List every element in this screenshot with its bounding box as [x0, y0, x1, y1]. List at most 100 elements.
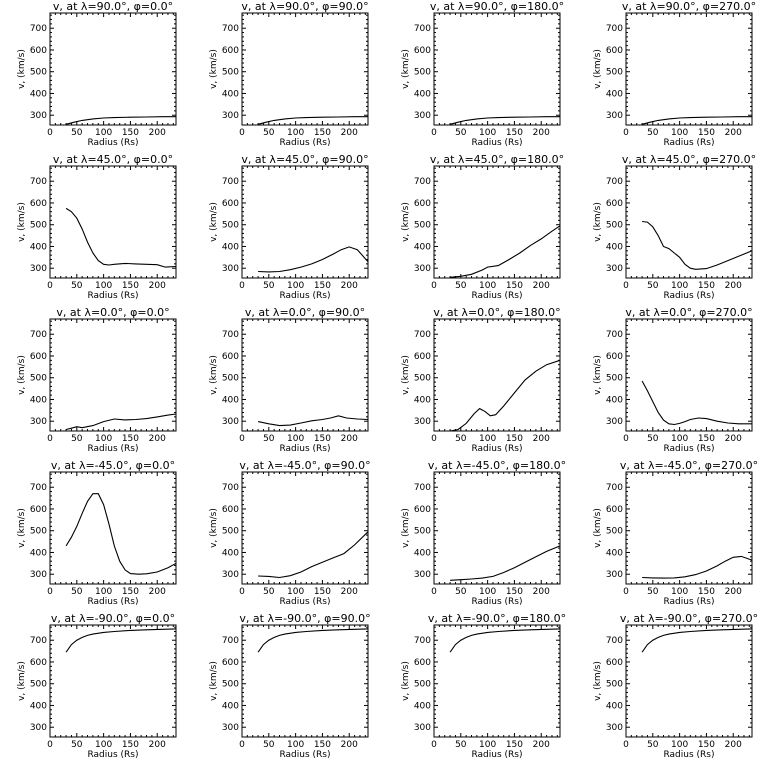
x-tick-label: 0 — [239, 434, 245, 444]
x-tick-label: 50 — [647, 128, 659, 138]
y-axis-label: v, (km/s) — [17, 49, 27, 89]
series-line-0 — [642, 555, 753, 579]
x-tick-label: 200 — [533, 281, 550, 291]
panel-19: v, at λ=-90.0°, φ=270.0° 0 50 100 150 200 300 4… — [593, 612, 758, 760]
x-axis-label: Radius (Rs) — [663, 291, 714, 301]
x-tick-label: 50 — [455, 740, 467, 750]
plot-frame — [625, 318, 753, 432]
x-tick-label: 150 — [314, 740, 331, 750]
y-axis-label: v, (km/s) — [593, 355, 603, 395]
x-tick-label: 200 — [149, 281, 166, 291]
y-tick-label: 600 — [414, 505, 431, 515]
x-tick-label: 0 — [47, 128, 53, 138]
x-axis-label: Radius (Rs) — [279, 444, 330, 454]
series-line-0 — [641, 116, 752, 125]
x-tick-label: 0 — [239, 740, 245, 750]
x-tick-label: 50 — [455, 128, 467, 138]
x-tick-label: 100 — [287, 587, 304, 597]
x-tick-label: 200 — [725, 740, 742, 750]
x-tick-label: 0 — [623, 740, 629, 750]
panel-title: v, at λ=45.0°, φ=90.0° — [241, 153, 368, 166]
y-tick-label: 400 — [414, 701, 431, 711]
y-tick-label: 300 — [222, 264, 239, 274]
x-tick-label: 200 — [149, 587, 166, 597]
y-tick-label: 600 — [30, 46, 47, 56]
x-tick-label: 0 — [431, 587, 437, 597]
plot-frame — [433, 471, 561, 585]
y-axis-label: v, (km/s) — [593, 49, 603, 89]
x-tick-label: 200 — [725, 128, 742, 138]
x-tick-label: 200 — [725, 587, 742, 597]
x-tick-label: 0 — [431, 128, 437, 138]
x-tick-label: 200 — [149, 740, 166, 750]
x-tick-label: 150 — [698, 740, 715, 750]
y-tick-label: 300 — [414, 111, 431, 121]
x-tick-label: 0 — [431, 740, 437, 750]
panel-title: v, at λ=0.0°, φ=180.0° — [433, 306, 560, 319]
y-tick-label: 700 — [414, 483, 431, 493]
y-tick-label: 300 — [222, 111, 239, 121]
panel-title: v, at λ=0.0°, φ=0.0° — [56, 306, 169, 319]
y-tick-label: 600 — [606, 505, 623, 515]
y-tick-label: 300 — [414, 264, 431, 274]
y-tick-label: 500 — [414, 221, 431, 231]
y-tick-label: 400 — [222, 89, 239, 99]
x-tick-label: 100 — [671, 281, 688, 291]
x-tick-label: 50 — [647, 740, 659, 750]
x-tick-label: 100 — [95, 587, 112, 597]
y-axis-label: v, (km/s) — [401, 661, 411, 701]
y-tick-label: 300 — [30, 417, 47, 427]
series-line-0 — [449, 359, 561, 432]
plot-frame — [241, 624, 369, 738]
y-tick-label: 300 — [606, 570, 623, 580]
y-tick-label: 400 — [606, 548, 623, 558]
x-axis-label: Radius (Rs) — [279, 750, 330, 760]
panel-4: v, at λ=45.0°, φ=0.0° 0 50 100 150 200 300 400 5… — [17, 153, 177, 301]
panel-16: v, at λ=-90.0°, φ=0.0° 0 50 100 150 200 300 400… — [17, 612, 177, 760]
x-tick-label: 150 — [698, 434, 715, 444]
x-tick-label: 200 — [725, 281, 742, 291]
series-line-0 — [65, 628, 177, 653]
y-tick-label: 600 — [222, 658, 239, 668]
y-tick-label: 600 — [30, 352, 47, 362]
panel-6: v, at λ=45.0°, φ=180.0° 0 50 100 150 200 300 40… — [401, 153, 564, 301]
x-tick-label: 150 — [122, 281, 139, 291]
x-tick-label: 150 — [314, 281, 331, 291]
panel-18: v, at λ=-90.0°, φ=180.0° 0 50 100 150 200 300 4… — [401, 612, 566, 760]
y-tick-label: 600 — [606, 352, 623, 362]
panel-7: v, at λ=45.0°, φ=270.0° 0 50 100 150 200 300 40… — [593, 153, 756, 301]
y-tick-label: 300 — [222, 570, 239, 580]
y-tick-label: 300 — [414, 570, 431, 580]
y-tick-label: 300 — [606, 111, 623, 121]
panel-title: v, at λ=0.0°, φ=90.0° — [245, 306, 365, 319]
y-tick-label: 500 — [30, 68, 47, 78]
x-tick-label: 150 — [314, 587, 331, 597]
y-tick-label: 500 — [30, 374, 47, 384]
panel-title: v, at λ=45.0°, φ=0.0° — [53, 153, 173, 166]
y-tick-label: 700 — [222, 24, 239, 34]
y-axis-label: v, (km/s) — [593, 202, 603, 242]
plot-frame — [241, 471, 369, 585]
panel-title: v, at λ=0.0°, φ=270.0° — [625, 306, 752, 319]
x-tick-label: 50 — [71, 281, 83, 291]
x-axis-label: Radius (Rs) — [471, 750, 522, 760]
x-tick-label: 0 — [623, 281, 629, 291]
series-line-0 — [641, 380, 752, 426]
y-tick-label: 700 — [414, 636, 431, 646]
panel-title: v, at λ=-45.0°, φ=270.0° — [620, 459, 758, 472]
plot-frame — [49, 165, 177, 279]
y-axis-label: v, (km/s) — [401, 202, 411, 242]
panel-title: v, at λ=-90.0°, φ=180.0° — [428, 612, 566, 625]
y-tick-label: 400 — [414, 242, 431, 252]
y-tick-label: 600 — [30, 199, 47, 209]
y-tick-label: 600 — [222, 199, 239, 209]
x-axis-label: Radius (Rs) — [279, 291, 330, 301]
y-tick-label: 600 — [414, 199, 431, 209]
plot-frame — [625, 471, 753, 585]
y-tick-label: 600 — [606, 199, 623, 209]
x-tick-label: 150 — [506, 587, 523, 597]
panel-title: v, at λ=-90.0°, φ=270.0° — [620, 612, 758, 625]
x-tick-label: 150 — [698, 281, 715, 291]
x-tick-label: 0 — [431, 434, 437, 444]
y-tick-label: 700 — [30, 483, 47, 493]
